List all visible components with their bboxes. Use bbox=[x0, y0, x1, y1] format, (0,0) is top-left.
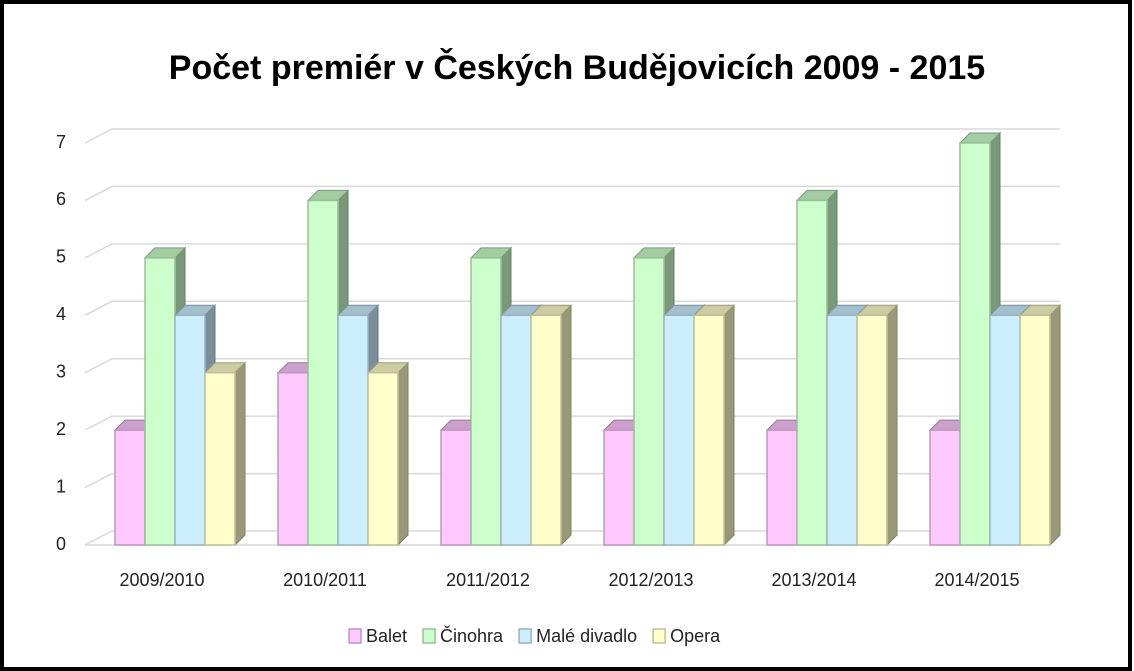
legend-label: Opera bbox=[670, 626, 721, 646]
grid-line bbox=[84, 357, 1060, 374]
y-tick-label: 1 bbox=[56, 476, 66, 496]
legend-label: Malé divadlo bbox=[536, 626, 637, 646]
bar bbox=[440, 429, 472, 546]
bar bbox=[204, 371, 236, 546]
bar bbox=[959, 142, 991, 546]
bar bbox=[114, 429, 146, 546]
bar-side bbox=[1049, 304, 1061, 547]
x-tick-label: 2009/2010 bbox=[119, 570, 204, 590]
bar-side bbox=[723, 304, 735, 547]
bar-side bbox=[560, 304, 572, 547]
bar bbox=[929, 429, 961, 546]
legend-swatch bbox=[518, 628, 532, 644]
chart-title: Počet premiér v Českých Budějovicích 200… bbox=[169, 48, 985, 87]
bar bbox=[856, 314, 888, 546]
bar bbox=[470, 257, 502, 546]
grid-line bbox=[84, 472, 1060, 489]
bar bbox=[693, 314, 725, 546]
bar bbox=[307, 199, 339, 546]
bar bbox=[766, 429, 798, 546]
bar bbox=[500, 314, 532, 546]
grid-line bbox=[84, 300, 1060, 316]
y-tick-label: 3 bbox=[56, 361, 66, 381]
y-tick-label: 2 bbox=[56, 419, 66, 439]
legend-swatch bbox=[652, 628, 666, 644]
bar-side bbox=[886, 304, 898, 547]
x-tick-label: 2010/2011 bbox=[283, 570, 367, 590]
y-tick-label: 7 bbox=[56, 132, 66, 152]
bar bbox=[796, 199, 828, 546]
bar bbox=[826, 314, 858, 546]
bar bbox=[367, 371, 399, 546]
bar bbox=[603, 429, 635, 546]
grid-line bbox=[84, 415, 1060, 431]
bar bbox=[337, 314, 369, 546]
bar-side bbox=[397, 361, 409, 547]
bar bbox=[633, 257, 665, 546]
legend-swatch bbox=[348, 628, 362, 644]
grid-line bbox=[84, 185, 1060, 202]
bar bbox=[663, 314, 695, 546]
x-tick-label: 2013/2014 bbox=[771, 570, 856, 590]
bar bbox=[530, 314, 562, 546]
x-tick-label: 2011/2012 bbox=[446, 570, 530, 590]
y-tick-label: 4 bbox=[56, 304, 66, 324]
bar bbox=[989, 314, 1021, 546]
grid-line bbox=[84, 128, 1060, 144]
bar bbox=[1019, 314, 1051, 546]
grid-line bbox=[84, 243, 1060, 259]
bar bbox=[174, 314, 206, 546]
y-tick-label: 0 bbox=[56, 534, 66, 554]
x-tick-label: 2014/2015 bbox=[934, 570, 1019, 590]
x-tick-label: 2012/2013 bbox=[608, 570, 693, 590]
bar-side bbox=[234, 361, 246, 547]
y-tick-label: 6 bbox=[56, 189, 66, 209]
y-tick-label: 5 bbox=[56, 247, 66, 267]
legend-label: Balet bbox=[366, 626, 407, 646]
bar bbox=[277, 371, 309, 546]
bar bbox=[144, 257, 176, 546]
legend-swatch bbox=[422, 628, 436, 644]
grid-line bbox=[84, 530, 1060, 546]
legend-label: Činohra bbox=[440, 625, 504, 646]
